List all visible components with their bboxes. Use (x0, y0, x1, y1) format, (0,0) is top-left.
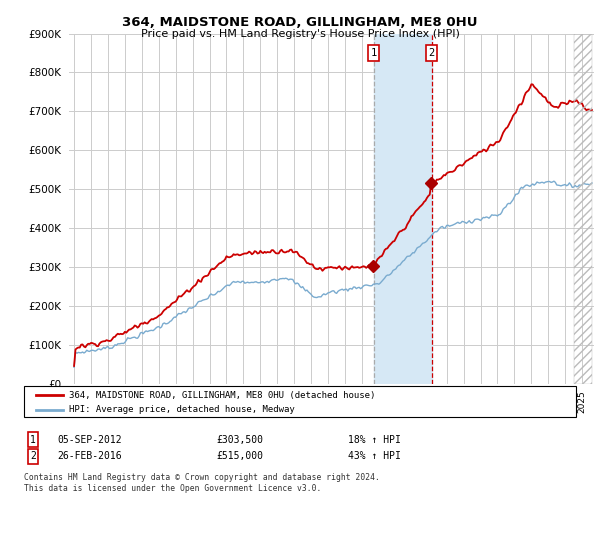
Text: 2: 2 (30, 451, 36, 461)
Text: 364, MAIDSTONE ROAD, GILLINGHAM, ME8 0HU: 364, MAIDSTONE ROAD, GILLINGHAM, ME8 0HU (122, 16, 478, 29)
Text: 1: 1 (370, 48, 377, 58)
Text: Contains HM Land Registry data © Crown copyright and database right 2024.
This d: Contains HM Land Registry data © Crown c… (24, 473, 380, 493)
Text: 26-FEB-2016: 26-FEB-2016 (57, 451, 122, 461)
Text: 1: 1 (30, 435, 36, 445)
Text: 05-SEP-2012: 05-SEP-2012 (57, 435, 122, 445)
Text: £303,500: £303,500 (216, 435, 263, 445)
Text: 2: 2 (428, 48, 435, 58)
Text: 43% ↑ HPI: 43% ↑ HPI (348, 451, 401, 461)
Text: £515,000: £515,000 (216, 451, 263, 461)
Text: Price paid vs. HM Land Registry's House Price Index (HPI): Price paid vs. HM Land Registry's House … (140, 29, 460, 39)
Text: 364, MAIDSTONE ROAD, GILLINGHAM, ME8 0HU (detached house): 364, MAIDSTONE ROAD, GILLINGHAM, ME8 0HU… (69, 390, 376, 399)
Bar (373, 34, 432, 384)
Text: 18% ↑ HPI: 18% ↑ HPI (348, 435, 401, 445)
Text: HPI: Average price, detached house, Medway: HPI: Average price, detached house, Medw… (69, 405, 295, 414)
